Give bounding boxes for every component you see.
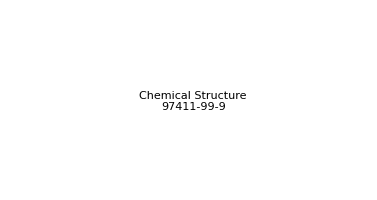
Text: Chemical Structure
97411-99-9: Chemical Structure 97411-99-9 [139,90,247,112]
